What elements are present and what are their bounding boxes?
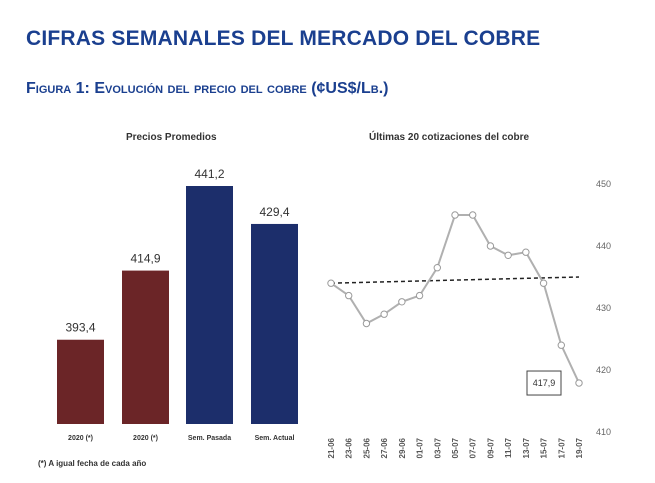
data-point [327, 279, 335, 287]
x-tick-label: 29-06 [398, 437, 407, 458]
x-tick-label: 15-07 [540, 437, 549, 458]
x-tick-label: 05-07 [451, 437, 460, 458]
category-label: 2020 (*) [68, 435, 93, 442]
data-point [522, 248, 530, 256]
x-tick-label: 19-07 [575, 437, 584, 458]
x-tick-label: 17-07 [557, 437, 566, 458]
data-point [557, 341, 565, 349]
data-point [451, 211, 459, 219]
x-tick-label: 03-07 [433, 437, 442, 458]
y-tick-label: 450 [596, 179, 611, 189]
x-tick-label: 11-07 [504, 437, 513, 458]
bar [186, 186, 233, 424]
x-tick-label: 27-06 [380, 437, 389, 458]
x-tick-label: 01-07 [416, 437, 425, 458]
data-point [575, 379, 583, 387]
last-value-label: 417,9 [533, 378, 556, 388]
x-tick-label: 07-07 [469, 437, 478, 458]
y-tick-label: 440 [596, 241, 611, 251]
x-tick-label: 25-06 [362, 437, 371, 458]
category-label: Sem. Actual [255, 435, 295, 442]
line-chart-title: Últimas 20 cotizaciones del cobre [369, 132, 530, 143]
figure-title: Figura 1: Evolución del precio del cobre… [26, 80, 389, 97]
y-tick-label: 430 [596, 303, 611, 313]
page-heading: CIFRAS SEMANALES DEL MERCADO DEL COBRE [26, 27, 541, 50]
y-tick-label: 420 [596, 365, 611, 375]
x-tick-label: 09-07 [486, 437, 495, 458]
data-point [486, 242, 495, 250]
data-point [469, 211, 477, 219]
bar [57, 339, 104, 424]
data-point [380, 310, 388, 318]
data-point [415, 291, 424, 300]
last-value-callout [526, 370, 562, 396]
bar-value-label: 414,9 [130, 252, 160, 266]
price-series-line [330, 214, 580, 384]
bar-chart-title: Precios Promedios [126, 132, 217, 143]
data-point [433, 264, 441, 272]
bar [251, 223, 298, 424]
footnote: (*) A igual fecha de cada año [38, 459, 147, 468]
data-point [398, 298, 406, 306]
data-point [362, 319, 371, 328]
bar-value-label: 441,2 [194, 167, 224, 181]
bar-value-label: 393,4 [65, 321, 95, 335]
category-label: 2020 (*) [133, 435, 158, 442]
data-point [539, 279, 548, 287]
bar [122, 270, 169, 424]
bar-value-label: 429,4 [259, 205, 289, 219]
data-point [345, 291, 353, 300]
trend-line [330, 276, 580, 284]
y-tick-label: 410 [596, 427, 611, 437]
x-tick-label: 13-07 [522, 437, 531, 458]
x-tick-label: 21-06 [327, 437, 336, 458]
category-label: Sem. Pasada [188, 435, 231, 442]
data-point [504, 251, 512, 260]
x-tick-label: 23-06 [345, 437, 354, 458]
